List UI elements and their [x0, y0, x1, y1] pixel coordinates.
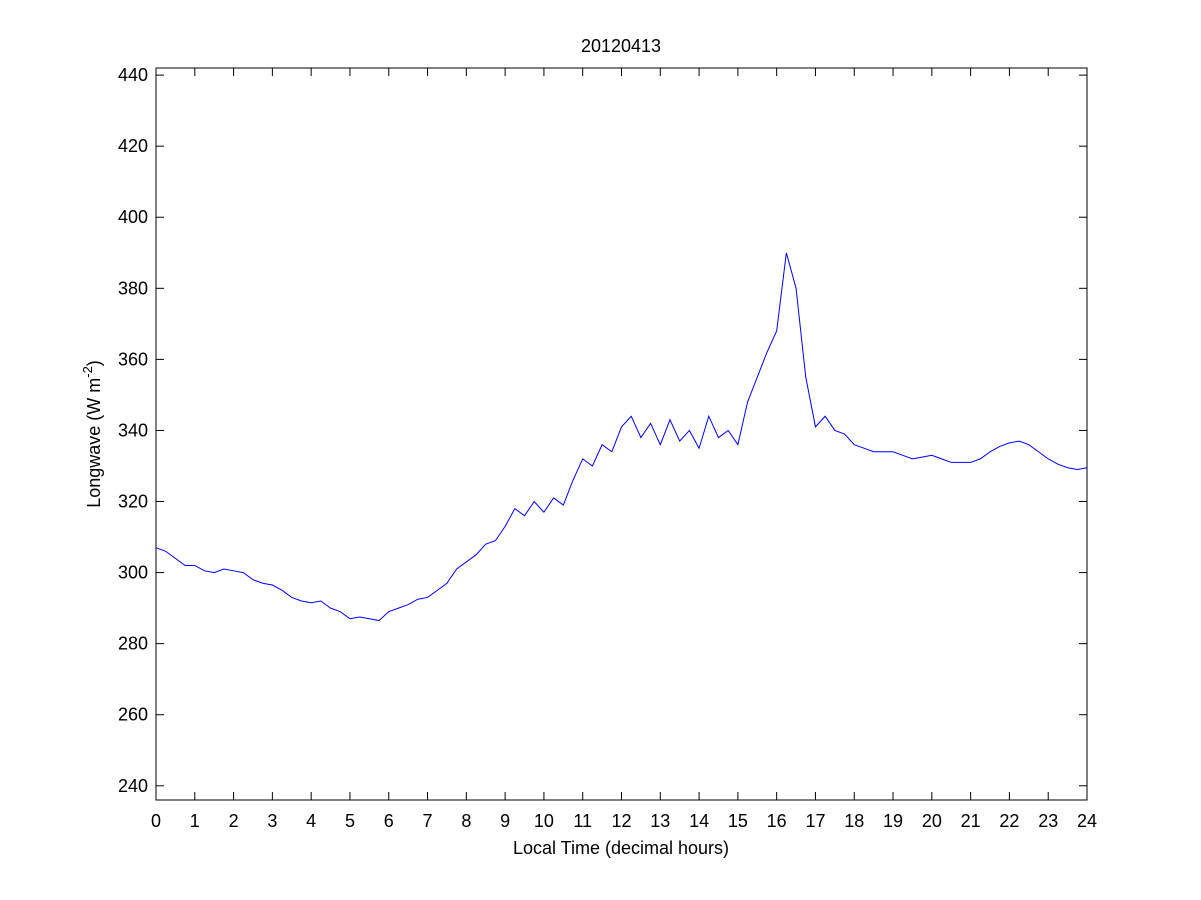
x-tick-label: 10	[534, 811, 554, 831]
x-tick-label: 4	[306, 811, 316, 831]
y-tick-label: 400	[118, 207, 148, 227]
x-tick-label: 6	[384, 811, 394, 831]
y-axis-label-superscript: -2	[80, 366, 95, 378]
x-tick-label: 8	[461, 811, 471, 831]
y-tick-label: 280	[118, 634, 148, 654]
y-axis-label-main: Longwave (W m	[84, 378, 104, 508]
x-tick-label: 20	[922, 811, 942, 831]
x-tick-label: 15	[728, 811, 748, 831]
plot-frame	[155, 67, 1088, 801]
x-tick-label: 1	[190, 811, 200, 831]
x-tick-label: 24	[1077, 811, 1097, 831]
x-tick-label: 14	[689, 811, 709, 831]
y-tick-label: 380	[118, 278, 148, 298]
x-tick-label: 11	[573, 811, 592, 831]
x-tick-label: 0	[151, 811, 161, 831]
x-tick-label: 12	[611, 811, 631, 831]
x-tick-label: 23	[1038, 811, 1058, 831]
x-tick-label: 21	[961, 811, 981, 831]
y-tick-label: 360	[118, 349, 148, 369]
x-tick-label: 2	[229, 811, 239, 831]
y-tick-label: 440	[118, 65, 148, 85]
x-tick-label: 3	[267, 811, 277, 831]
y-axis-label: Longwave (W m-2)	[80, 360, 104, 508]
x-tick-label: 13	[650, 811, 670, 831]
data-line	[155, 252, 1088, 622]
x-tick-label: 18	[844, 811, 864, 831]
x-tick-label: 19	[883, 811, 903, 831]
x-tick-label: 16	[767, 811, 787, 831]
y-tick-label: 320	[118, 492, 148, 512]
y-tick-label: 260	[118, 705, 148, 725]
x-tick-label: 17	[805, 811, 825, 831]
x-tick-label: 7	[423, 811, 433, 831]
x-axis-label: Local Time (decimal hours)	[513, 838, 729, 858]
y-tick-label: 300	[118, 563, 148, 583]
x-tick-label: 22	[999, 811, 1019, 831]
x-tick-label: 5	[345, 811, 355, 831]
y-tick-label: 240	[118, 776, 148, 796]
x-tick-label: 9	[500, 811, 510, 831]
y-tick-label: 340	[118, 420, 148, 440]
y-axis-label-end: )	[84, 360, 104, 366]
chart-title: 20120413	[581, 36, 661, 56]
y-tick-label: 420	[118, 136, 148, 156]
